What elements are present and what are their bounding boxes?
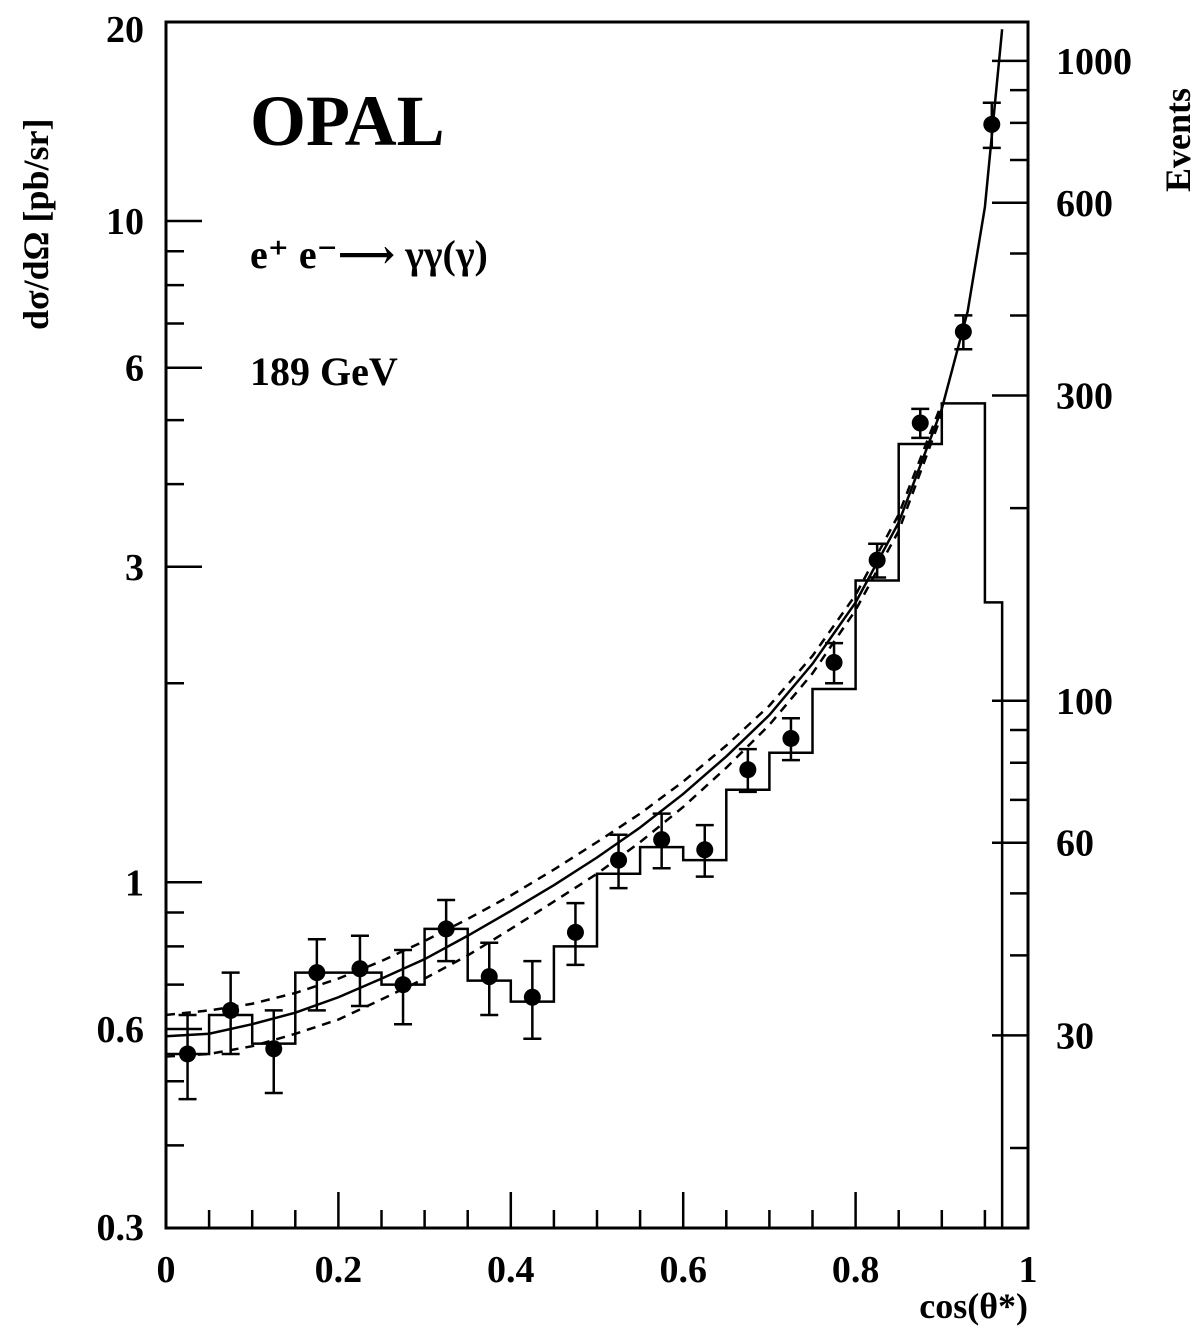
x-tick-label: 0.2 bbox=[315, 1249, 363, 1291]
data-point bbox=[739, 761, 757, 779]
theory-curve-layer bbox=[165, 29, 1004, 1038]
data-point bbox=[308, 964, 326, 982]
histogram-layer bbox=[166, 402, 1004, 1228]
y2-axis-title: Events bbox=[1158, 88, 1198, 192]
data-point bbox=[696, 841, 714, 859]
x-axis-title: cos(θ*) bbox=[919, 1286, 1028, 1326]
y-tick-label: 6 bbox=[125, 348, 144, 390]
mc-histogram bbox=[166, 402, 1004, 1228]
data-point bbox=[394, 976, 412, 994]
data-point bbox=[437, 920, 455, 938]
data-point bbox=[610, 851, 628, 869]
plot-frame bbox=[164, 20, 1030, 1230]
data-point bbox=[911, 414, 929, 432]
energy-label: 189 GeV bbox=[250, 349, 398, 394]
x-tick-label: 0 bbox=[157, 1249, 176, 1291]
data-point bbox=[954, 323, 972, 341]
data-point bbox=[351, 960, 369, 978]
x-tick-label: 0.4 bbox=[487, 1249, 535, 1291]
process-label: e⁺ e⁻⟶ γγ(γ) bbox=[250, 232, 488, 277]
data-point bbox=[653, 831, 671, 849]
data-point bbox=[523, 988, 541, 1006]
y2-tick-label: 30 bbox=[1056, 1015, 1094, 1057]
y-tick-label: 0.6 bbox=[97, 1009, 145, 1051]
data-point bbox=[222, 1001, 240, 1019]
data-points-layer bbox=[178, 101, 1001, 1101]
y2-tick-label: 100 bbox=[1056, 681, 1113, 723]
axis-layer: 0 0.2 0.4 0.6 0.8 1 0.3 0.6 1 3 6 10 20 30 60 100 300 600… bbox=[97, 9, 1133, 1291]
data-point bbox=[480, 968, 498, 986]
y-tick-label: 1 bbox=[125, 862, 144, 904]
y2-tick-label: 60 bbox=[1056, 823, 1094, 865]
x-tick-label: 0.6 bbox=[659, 1249, 707, 1291]
data-point bbox=[825, 653, 843, 671]
plot-frame-layer bbox=[164, 20, 1030, 1230]
y2-tick-label: 300 bbox=[1056, 375, 1113, 417]
data-point bbox=[179, 1045, 197, 1063]
qed-theory-curve bbox=[165, 29, 1004, 1038]
data-point bbox=[265, 1040, 283, 1058]
band-upper-dashed bbox=[165, 402, 943, 1017]
x-tick-label: 0.8 bbox=[832, 1249, 880, 1291]
data-point bbox=[782, 729, 800, 747]
y-tick-label: 20 bbox=[106, 9, 144, 51]
y2-tick-label: 1000 bbox=[1056, 41, 1132, 83]
y-tick-label: 0.3 bbox=[97, 1207, 145, 1249]
y-tick-label: 3 bbox=[125, 547, 144, 589]
data-point bbox=[983, 115, 1001, 133]
y2-tick-label: 600 bbox=[1056, 183, 1113, 225]
data-point bbox=[566, 923, 584, 941]
x-tick-label: 1 bbox=[1019, 1249, 1038, 1291]
experiment-label: OPAL bbox=[250, 81, 445, 161]
y-tick-label: 10 bbox=[106, 201, 144, 243]
data-point bbox=[868, 551, 886, 569]
y-axis-title: dσ/dΩ [pb/sr] bbox=[16, 119, 56, 330]
